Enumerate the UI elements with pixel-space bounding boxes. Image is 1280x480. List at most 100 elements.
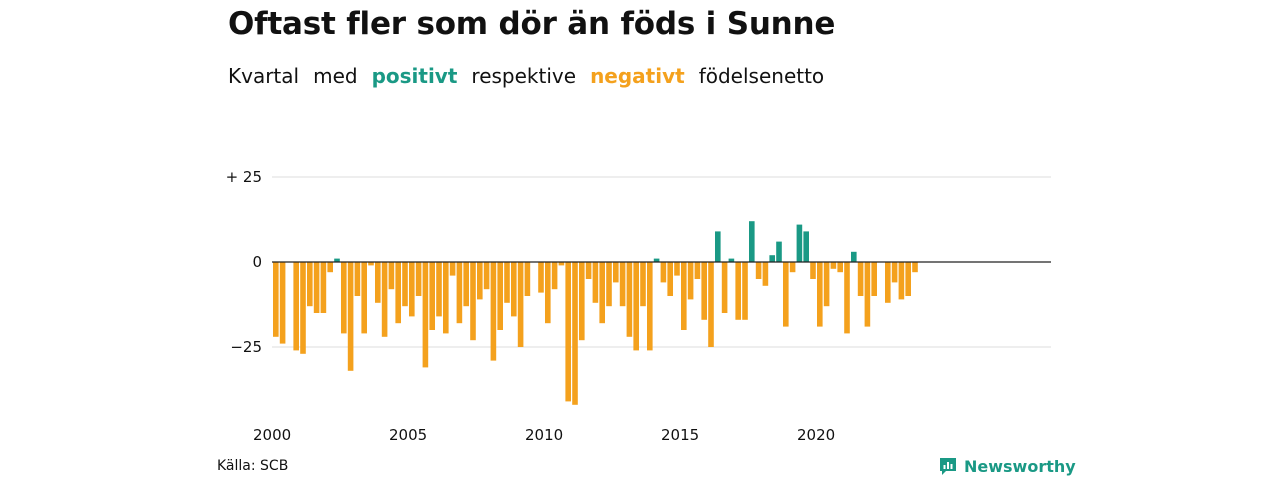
bar-negative <box>341 262 347 334</box>
bar-negative <box>579 262 585 341</box>
x-tick-label: 2005 <box>389 426 427 444</box>
bar-negative <box>626 262 633 337</box>
bar-negative <box>817 262 823 327</box>
bar-negative <box>422 262 429 368</box>
bar-negative <box>735 262 741 320</box>
axis-labels: + 25 0 −25 2000 2005 2010 2015 2020 <box>226 168 836 444</box>
bar-negative <box>354 262 361 296</box>
bar-negative <box>871 262 877 296</box>
bar-negative <box>585 262 592 279</box>
bar-negative <box>599 262 605 324</box>
bar-negative <box>300 262 306 354</box>
bar-negative <box>429 262 435 330</box>
bar-negative <box>361 262 367 334</box>
bar-negative <box>789 262 796 273</box>
bar-negative <box>402 262 408 307</box>
bar-positive <box>334 258 340 262</box>
bar-negative <box>436 262 442 317</box>
bar-negative <box>463 262 469 307</box>
subtitle-text-med: med <box>313 64 358 88</box>
bar-negative <box>415 262 422 296</box>
bar-negative <box>687 262 694 300</box>
bar-negative <box>898 262 905 300</box>
bar-negative <box>592 262 599 303</box>
bar-negative <box>395 262 401 324</box>
x-tick-label: 2015 <box>661 426 699 444</box>
bar-negative <box>721 262 728 313</box>
subtitle-negative-word: negativt <box>590 64 685 88</box>
bar-negative <box>551 262 558 290</box>
bar-negative <box>891 262 898 283</box>
bar-negative <box>545 262 551 324</box>
bar-negative <box>470 262 476 341</box>
bar-negative <box>497 262 503 330</box>
bar-negative <box>633 262 639 351</box>
bar-negative <box>762 262 769 286</box>
bar-negative <box>701 262 707 320</box>
bar-negative <box>558 262 565 266</box>
brand-logo-link[interactable]: Newsworthy <box>938 456 1076 476</box>
bar-positive <box>776 241 782 262</box>
source-label: Källa: SCB <box>217 458 289 474</box>
bar-negative <box>837 262 843 273</box>
bar-negative <box>347 262 354 371</box>
bar-negative <box>477 262 483 300</box>
bar-negative <box>538 262 544 293</box>
x-tick-label: 2010 <box>525 426 563 444</box>
bar-negative <box>449 262 456 276</box>
bar-negative <box>490 262 497 361</box>
bar-positive <box>749 221 755 262</box>
bar-negative <box>694 262 701 279</box>
bar-negative <box>313 262 320 313</box>
x-tick-label: 2020 <box>797 426 835 444</box>
bar-negative <box>823 262 830 307</box>
bar-negative <box>885 262 891 303</box>
bar-negative <box>810 262 816 279</box>
bar-negative <box>660 262 667 283</box>
bar-negative <box>443 262 449 334</box>
bar-negative <box>273 262 279 337</box>
bar-positive <box>803 231 809 262</box>
y-tick-label: −25 <box>230 338 262 356</box>
bar-negative <box>667 262 673 296</box>
bar-negative <box>844 262 850 334</box>
y-tick-label: 0 <box>252 253 262 271</box>
chart-title: Oftast fler som dör än föds i Sunne <box>228 6 836 42</box>
bar-negative <box>606 262 612 307</box>
x-tick-label: 2000 <box>253 426 291 444</box>
subtitle-positive-word: positivt <box>371 64 458 88</box>
bar-negative <box>572 262 578 405</box>
bar-negative <box>755 262 762 279</box>
bar-positive <box>796 224 803 262</box>
bar-negative <box>320 262 327 313</box>
bar-negative <box>293 262 299 351</box>
y-tick-label: + 25 <box>226 168 262 186</box>
bar-negative <box>905 262 911 296</box>
bar-negative <box>504 262 510 303</box>
bar-negative <box>511 262 517 317</box>
bar-negative <box>279 262 286 344</box>
bar-negative <box>381 262 388 337</box>
bar-negative <box>912 262 918 273</box>
bar-negative <box>619 262 626 307</box>
bar-negative <box>368 262 374 266</box>
bars <box>273 221 918 405</box>
bar-negative <box>409 262 415 317</box>
brand-name: Newsworthy <box>964 456 1076 476</box>
bar-negative <box>517 262 524 347</box>
bar-positive <box>653 258 660 262</box>
bar-negative <box>565 262 571 402</box>
grid-lines <box>272 176 1051 348</box>
bar-negative <box>674 262 680 276</box>
bar-negative <box>640 262 646 307</box>
bar-negative <box>483 262 490 290</box>
bar-positive <box>715 231 721 262</box>
subtitle-text-kvartal: Kvartal <box>228 64 300 88</box>
bar-positive <box>769 255 775 262</box>
bar-negative <box>456 262 463 324</box>
bar-negative <box>857 262 864 296</box>
chart-subtitle: Kvartal med positivt respektive negativt föde… <box>228 64 824 88</box>
bar-negative <box>327 262 333 273</box>
bar-positive <box>728 258 735 262</box>
bar-negative <box>742 262 748 320</box>
